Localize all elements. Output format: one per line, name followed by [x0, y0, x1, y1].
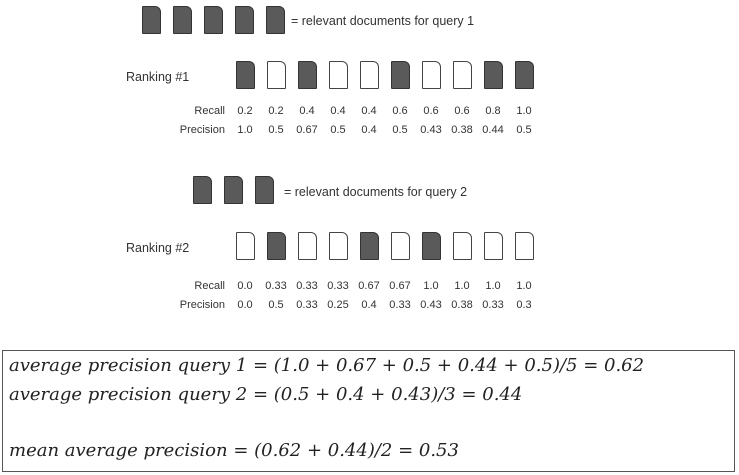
mean-average-precision: mean average precision = (0.62 + 0.44)/2… — [9, 440, 459, 461]
ranking1-precision-value: 0.4 — [361, 124, 377, 136]
ranking2-doc-2-relevant — [267, 232, 286, 260]
ranking1-recall-value: 1.0 — [516, 105, 532, 117]
ranking1-precision-value: 0.43 — [420, 124, 442, 136]
ranking1-recall-value: 0.4 — [299, 105, 315, 117]
ranking2-precision-value: 0.4 — [361, 299, 377, 311]
ranking1-recall-value: 0.8 — [485, 105, 501, 117]
ranking1-precision-value: 1.0 — [237, 124, 253, 136]
formula-box: average precision query 1 = (1.0 + 0.67 … — [2, 350, 735, 472]
query1-relevant-doc-2 — [173, 6, 192, 34]
ranking2-precision-value: 0.38 — [451, 299, 473, 311]
query1-relevant-doc-5 — [266, 6, 285, 34]
ranking2-precision-value: 0.43 — [420, 299, 442, 311]
ranking1-doc-6-relevant — [391, 61, 410, 89]
ranking1-doc-4-nonrelevant — [329, 61, 348, 89]
ranking2-doc-8-nonrelevant — [453, 232, 472, 260]
ranking2-recall-value: 0.0 — [237, 280, 253, 292]
ranking1-recall-value: 0.4 — [361, 105, 377, 117]
ranking2-recall-value: 0.67 — [358, 280, 380, 292]
ranking2-doc-6-nonrelevant — [391, 232, 410, 260]
ranking2-precision-value: 0.33 — [389, 299, 411, 311]
ranking2-recall-value: 1.0 — [454, 280, 470, 292]
ranking2-precision-value: 0.5 — [268, 299, 284, 311]
ranking1-precision-value: 0.5 — [330, 124, 346, 136]
ranking2-precision-label: Precision — [179, 299, 225, 311]
ranking1-doc-9-relevant — [484, 61, 503, 89]
ranking2-recall-value: 0.33 — [296, 280, 318, 292]
query1-relevant-doc-1 — [142, 6, 161, 34]
ranking1-doc-10-relevant — [515, 61, 534, 89]
ranking1-recall-value: 0.6 — [392, 105, 408, 117]
ranking1-recall-value: 0.6 — [454, 105, 470, 117]
ranking1-doc-2-nonrelevant — [267, 61, 286, 89]
average-precision-query2: average precision query 2 = (0.5 + 0.4 +… — [9, 384, 523, 405]
ranking1-precision-value: 0.44 — [482, 124, 504, 136]
query2-relevant-doc-1 — [193, 176, 212, 204]
query1-legend-label: = relevant documents for query 1 — [291, 14, 475, 28]
ranking2-precision-value: 0.3 — [516, 299, 532, 311]
ranking1-recall-label: Recall — [194, 105, 225, 117]
ranking1-recall-value: 0.2 — [237, 105, 253, 117]
ranking2-label: Ranking #2 — [126, 241, 190, 255]
ranking1-precision-label: Precision — [179, 124, 225, 136]
ranking2-doc-4-nonrelevant — [329, 232, 348, 260]
ranking1-doc-5-nonrelevant — [360, 61, 379, 89]
ranking1-recall-value: 0.4 — [330, 105, 346, 117]
ranking2-doc-10-nonrelevant — [515, 232, 534, 260]
ranking2-recall-value: 0.33 — [265, 280, 287, 292]
ranking2-precision-value: 0.33 — [296, 299, 318, 311]
ranking2-precision-value: 0.25 — [327, 299, 349, 311]
ranking2-precision-value: 0.33 — [482, 299, 504, 311]
ranking1-label: Ranking #1 — [126, 70, 190, 84]
ranking2-recall-value: 0.33 — [327, 280, 349, 292]
ranking1-precision-value: 0.38 — [451, 124, 473, 136]
ranking1-precision-value: 0.67 — [296, 124, 318, 136]
ranking2-recall-value: 0.67 — [389, 280, 411, 292]
query1-relevant-doc-3 — [204, 6, 223, 34]
query2-relevant-doc-2 — [224, 176, 243, 204]
ranking1-doc-1-relevant — [236, 61, 255, 89]
ranking1-doc-8-nonrelevant — [453, 61, 472, 89]
ranking1-recall-value: 0.2 — [268, 105, 284, 117]
ranking2-precision-value: 0.0 — [237, 299, 253, 311]
ranking1-precision-value: 0.5 — [268, 124, 284, 136]
ranking1-recall-value: 0.6 — [423, 105, 439, 117]
ranking2-recall-value: 1.0 — [423, 280, 439, 292]
ranking1-precision-value: 0.5 — [516, 124, 532, 136]
ranking2-recall-label: Recall — [194, 280, 225, 292]
ranking2-doc-5-relevant — [360, 232, 379, 260]
ranking2-doc-7-relevant — [422, 232, 441, 260]
query2-legend-label: = relevant documents for query 2 — [284, 185, 468, 199]
query2-relevant-doc-3 — [255, 176, 274, 204]
ranking2-doc-3-nonrelevant — [298, 232, 317, 260]
ranking2-recall-value: 1.0 — [516, 280, 532, 292]
query1-relevant-doc-4 — [235, 6, 254, 34]
ranking1-precision-value: 0.5 — [392, 124, 408, 136]
ranking1-doc-7-nonrelevant — [422, 61, 441, 89]
ranking2-doc-1-nonrelevant — [236, 232, 255, 260]
ranking2-recall-value: 1.0 — [485, 280, 501, 292]
ranking2-doc-9-nonrelevant — [484, 232, 503, 260]
average-precision-query1: average precision query 1 = (1.0 + 0.67 … — [9, 355, 645, 376]
ranking1-doc-3-relevant — [298, 61, 317, 89]
